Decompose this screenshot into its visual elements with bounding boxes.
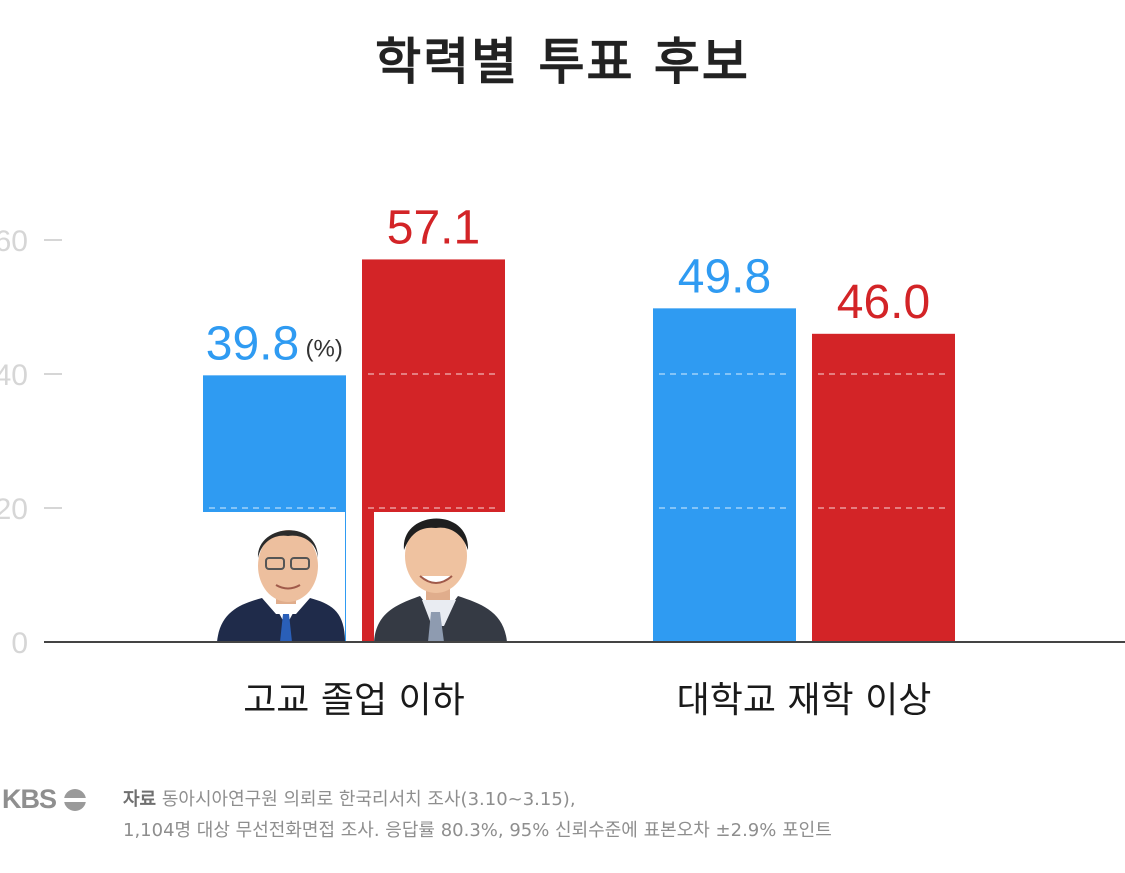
category-label: 대학교 재학 이상 <box>677 680 932 721</box>
unit-label: (%) <box>306 335 343 362</box>
y-axis-ticks: 0 20 40 60 <box>0 225 62 660</box>
y-tick-label: 0 <box>11 627 28 660</box>
kbs-logo-text: KBS <box>2 784 57 814</box>
source-label: 자료 <box>123 789 157 810</box>
source-footer: KBS 자료 동아시아연구원 의뢰로 한국리서치 조사(3.10~3.15), … <box>0 772 1125 862</box>
category-label: 고교 졸업 이하 <box>243 680 465 721</box>
y-tick-label: 40 <box>0 359 28 392</box>
category-labels: 고교 졸업 이하 대학교 재학 이상 <box>243 680 931 721</box>
bar <box>653 308 796 642</box>
candidate-photo-red <box>374 512 507 642</box>
source-line-1: 자료 동아시아연구원 의뢰로 한국리서치 조사(3.10~3.15), <box>123 784 832 815</box>
bar-chart: 0 20 40 60 39.8 (%) 57.1 49.8 46.0 <box>0 201 1125 721</box>
bar-value-label: 46.0 <box>837 276 930 329</box>
kbs-logo: KBS <box>2 784 90 815</box>
bar <box>812 333 955 642</box>
source-text: 자료 동아시아연구원 의뢰로 한국리서치 조사(3.10~3.15), 1,10… <box>123 784 832 846</box>
kbs-logo-icon <box>64 788 87 811</box>
bar-value-label: 57.1 <box>387 201 480 254</box>
y-tick-label: 60 <box>0 225 28 258</box>
bar-value-label: 49.8 <box>678 250 771 303</box>
bar-value-labels: 39.8 (%) 57.1 49.8 46.0 <box>206 201 930 370</box>
y-tick-label: 20 <box>0 493 28 526</box>
source-line-2: 1,104명 대상 무선전화면접 조사. 응답률 80.3%, 95% 신뢰수준… <box>123 820 832 841</box>
candidate-photo-blue <box>203 512 345 642</box>
chart-title: 학력별 투표 후보 <box>375 33 750 91</box>
source-line-1-text: 동아시아연구원 의뢰로 한국리서치 조사(3.10~3.15), <box>161 789 576 810</box>
bar-value-label: 39.8 <box>206 317 299 370</box>
candidate-photos <box>203 512 507 642</box>
